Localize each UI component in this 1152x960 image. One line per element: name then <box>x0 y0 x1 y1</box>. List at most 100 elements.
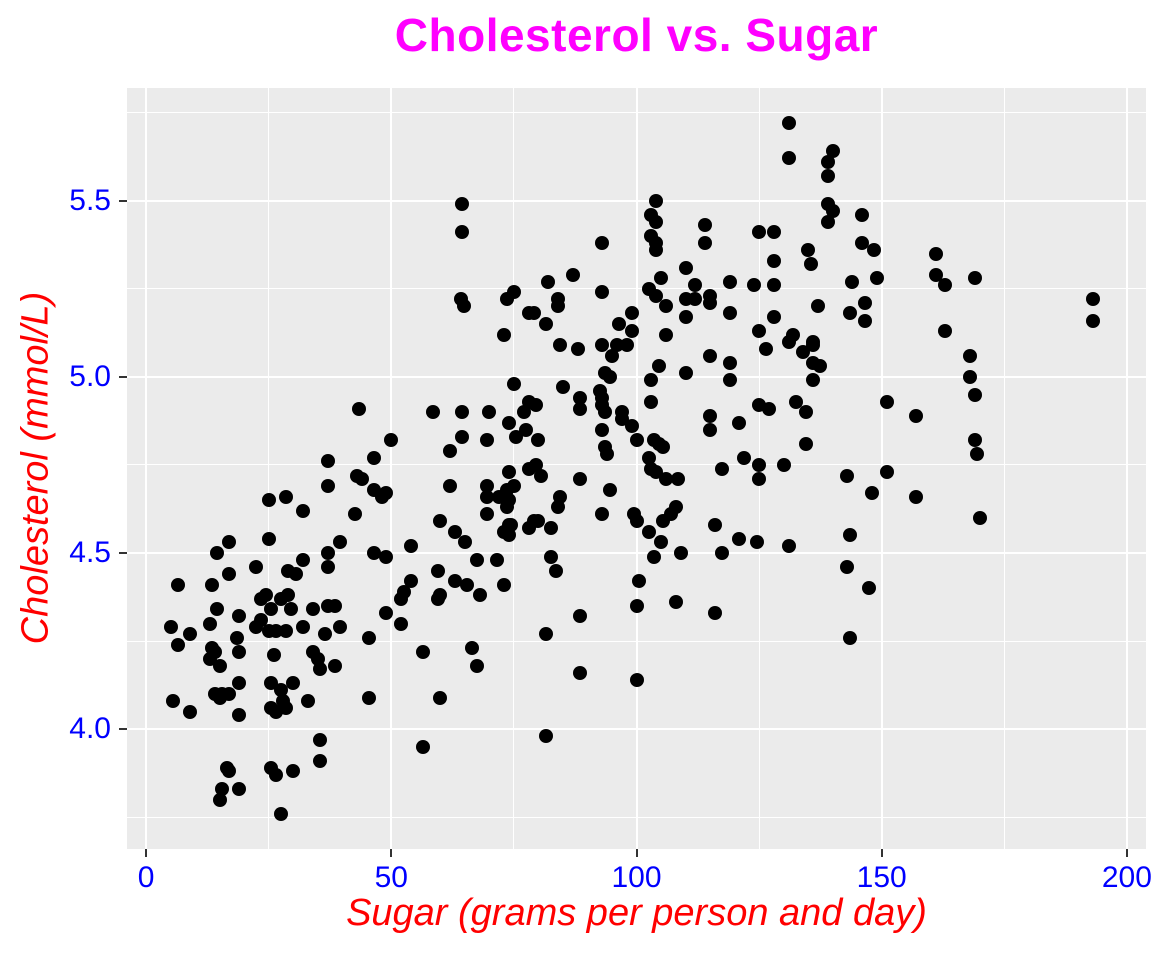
data-point <box>654 271 669 286</box>
data-point <box>820 214 835 229</box>
data-point <box>649 288 664 303</box>
data-point <box>595 338 610 353</box>
data-point <box>261 531 276 546</box>
data-point <box>658 327 673 342</box>
data-point <box>538 729 553 744</box>
data-point <box>749 535 764 550</box>
data-point <box>798 405 813 420</box>
data-point <box>286 676 301 691</box>
data-point <box>629 672 644 687</box>
chart-title: Cholesterol vs. Sugar <box>394 9 879 61</box>
data-point <box>261 493 276 508</box>
data-point <box>555 380 570 395</box>
data-point <box>278 701 293 716</box>
data-point <box>479 433 494 448</box>
data-point <box>313 753 328 768</box>
data-point <box>597 405 612 420</box>
data-point <box>448 524 463 539</box>
data-point <box>210 602 225 617</box>
data-point <box>766 225 781 240</box>
data-point <box>296 503 311 518</box>
data-point <box>1085 292 1100 307</box>
y-axis-tick-label: 5.5 <box>69 183 111 217</box>
data-point <box>776 457 791 472</box>
data-point <box>624 324 639 339</box>
data-point <box>629 598 644 613</box>
x-axis-tick-mark <box>390 849 393 857</box>
data-point <box>737 450 752 465</box>
data-point <box>722 306 737 321</box>
data-point <box>761 401 776 416</box>
data-point <box>644 394 659 409</box>
data-point <box>781 116 796 131</box>
data-point <box>332 620 347 635</box>
data-point <box>671 472 686 487</box>
data-point <box>394 591 409 606</box>
data-point <box>595 236 610 251</box>
data-point <box>548 563 563 578</box>
y-axis-tick-mark <box>119 199 127 202</box>
data-point <box>394 616 409 631</box>
gridline-major-vertical <box>390 88 393 849</box>
data-point <box>379 605 394 620</box>
data-point <box>531 433 546 448</box>
data-point <box>786 327 801 342</box>
data-point <box>707 605 722 620</box>
data-point <box>781 539 796 553</box>
data-point <box>624 306 639 321</box>
data-point <box>222 535 237 550</box>
data-point <box>433 690 448 705</box>
data-point <box>825 144 840 159</box>
x-axis-tick-label: 200 <box>1101 861 1152 894</box>
data-point <box>842 528 857 543</box>
x-axis-tick-label: 50 <box>374 861 408 894</box>
data-point <box>332 535 347 550</box>
data-point <box>629 433 644 448</box>
data-point <box>967 433 982 448</box>
data-point <box>278 623 293 638</box>
data-point <box>644 373 659 388</box>
data-point <box>416 644 431 659</box>
plot-panel <box>127 88 1146 849</box>
data-point <box>970 447 985 462</box>
data-point <box>629 514 644 529</box>
data-point <box>347 507 362 522</box>
x-axis-tick-mark <box>1125 849 1128 857</box>
data-point <box>820 154 835 169</box>
data-point <box>163 620 178 635</box>
data-point <box>541 274 556 289</box>
data-point <box>673 546 688 561</box>
data-point <box>842 306 857 321</box>
data-point <box>553 338 568 353</box>
data-point <box>869 271 884 286</box>
data-point <box>533 468 548 483</box>
data-point <box>698 236 713 251</box>
data-point <box>470 553 485 568</box>
data-point <box>526 306 541 321</box>
data-point <box>327 658 342 673</box>
data-point <box>457 535 472 550</box>
data-point <box>688 292 703 307</box>
data-point <box>703 422 718 437</box>
data-point <box>715 461 730 476</box>
data-point <box>855 207 870 222</box>
data-point <box>229 630 244 645</box>
data-point <box>232 676 247 691</box>
x-axis-title: Sugar (grams per person and day) <box>346 892 927 934</box>
data-point <box>543 549 558 564</box>
data-point <box>305 602 320 617</box>
data-point <box>813 359 828 374</box>
data-point <box>612 317 627 332</box>
data-point <box>938 278 953 293</box>
data-point <box>215 782 230 797</box>
data-point <box>313 732 328 747</box>
data-point <box>205 577 220 592</box>
data-point <box>658 472 673 487</box>
data-point <box>573 472 588 487</box>
data-point <box>538 627 553 642</box>
data-point <box>862 581 877 596</box>
data-point <box>879 394 894 409</box>
data-point <box>715 546 730 561</box>
data-point <box>840 560 855 575</box>
data-point <box>455 405 470 420</box>
